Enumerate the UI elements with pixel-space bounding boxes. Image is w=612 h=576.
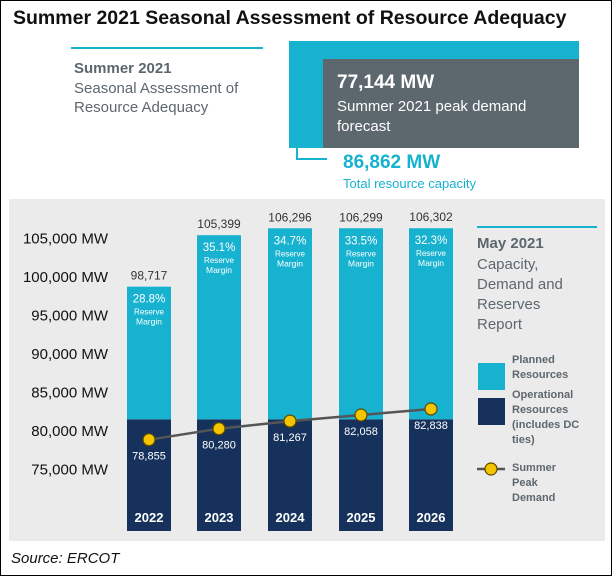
peak-box — [323, 59, 579, 148]
legend-swatch — [478, 398, 505, 425]
bar-segment — [339, 228, 383, 420]
reserve-margin-label: Margin — [206, 265, 232, 275]
x-tick-label: 2022 — [135, 510, 164, 525]
total-label: 106,296 — [268, 210, 312, 224]
demand-label: 82,838 — [414, 420, 448, 432]
plot: 75,000 MW 80,000 MW 85,000 MW 90,000 MW 95,0… — [23, 210, 453, 531]
reserve-margin-value: 32.3% — [415, 235, 448, 247]
reserve-margin-value: 28.8% — [133, 294, 166, 306]
reserve-margin-label: Reserve — [346, 248, 376, 258]
y-tick-label: 105,000 MW — [23, 230, 109, 247]
header-kicker: Summer 2021 — [74, 60, 172, 77]
report-date: May 2021 — [477, 235, 544, 252]
bar-segment — [197, 419, 241, 531]
legend-swatch — [478, 363, 505, 390]
bar-segment — [409, 228, 453, 420]
bar-segment — [339, 419, 383, 531]
reserve-margin-value: 33.5% — [345, 235, 378, 247]
chart-title: Summer 2021 Seasonal Assessment of Resou… — [13, 7, 567, 29]
bar-segment — [409, 419, 453, 531]
demand-label: 82,058 — [344, 426, 378, 438]
total-label: 98,717 — [131, 269, 168, 283]
demand-point — [212, 422, 226, 436]
legend-label: Summer Peak Demand — [512, 462, 557, 504]
header-subtitle: Seasonal Assessment of Resource Adequacy — [74, 80, 239, 116]
y-tick-label: 80,000 MW — [31, 423, 109, 440]
total-label: 106,302 — [409, 210, 453, 224]
reserve-margin-value: 34.7% — [274, 235, 307, 247]
total-label: 106,299 — [339, 210, 383, 224]
reserve-margin-label: Reserve — [275, 248, 305, 258]
peak-label: Summer 2021 peak demand forecast — [337, 98, 527, 135]
demand-label: 81,267 — [273, 432, 307, 444]
reserve-margin-label: Margin — [277, 258, 303, 268]
total-label: 105,399 — [197, 217, 241, 231]
peak-value: 77,144 MW — [337, 72, 435, 93]
x-tick-label: 2023 — [205, 510, 234, 525]
capacity-value: 86,862 MW — [343, 152, 441, 173]
reserve-margin-label: Margin — [348, 258, 374, 268]
bar-segment — [127, 286, 171, 420]
bar-segment — [268, 419, 312, 531]
reserve-margin-value: 35.1% — [203, 242, 236, 254]
reserve-margin-label: Reserve — [204, 255, 234, 265]
y-tick-label: 100,000 MW — [23, 269, 109, 286]
x-tick-label: 2024 — [276, 510, 306, 525]
bar-segment — [197, 235, 241, 420]
legend-label: Planned Resources — [512, 354, 569, 381]
report-title: Capacity, Demand and Reserves Report — [477, 256, 563, 333]
reserve-margin-label: Reserve — [134, 307, 164, 317]
reserve-margin-label: Margin — [136, 317, 162, 327]
reserve-margin-label: Reserve — [416, 248, 446, 258]
demand-point — [424, 402, 438, 416]
y-tick-label: 90,000 MW — [31, 346, 109, 363]
y-tick-label: 75,000 MW — [31, 461, 109, 478]
capacity-label: Total resource capacity — [343, 176, 476, 191]
legend-label: Operational Resources (includes DC ties) — [512, 389, 580, 446]
legend-marker — [484, 462, 498, 476]
y-tick-label: 95,000 MW — [31, 307, 109, 324]
demand-point — [354, 408, 368, 422]
reserve-margin-label: Margin — [418, 258, 444, 268]
x-tick-label: 2026 — [417, 510, 446, 525]
demand-label: 78,855 — [132, 451, 166, 463]
demand-point — [283, 414, 297, 428]
connector — [296, 148, 327, 160]
x-tick-label: 2025 — [347, 510, 376, 525]
demand-point — [142, 433, 156, 447]
y-tick-label: 85,000 MW — [31, 384, 109, 401]
bar-segment — [268, 228, 312, 420]
source: Source: ERCOT — [11, 550, 120, 567]
demand-label: 80,280 — [202, 440, 236, 452]
